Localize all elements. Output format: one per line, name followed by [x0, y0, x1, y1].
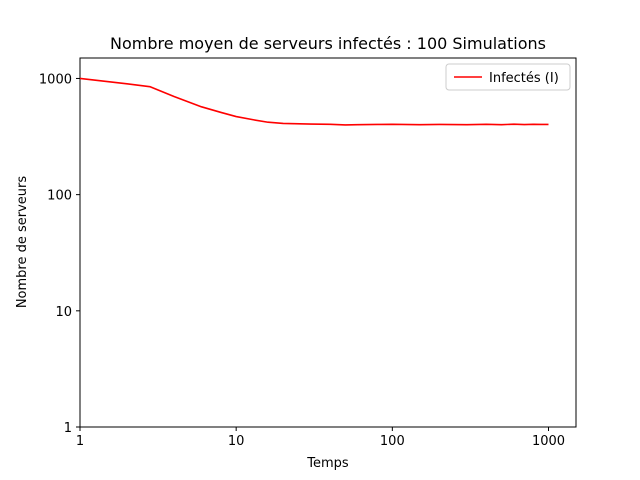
y-axis-label: Nombre de serveurs — [15, 176, 30, 309]
x-tick-label: 1000 — [532, 434, 565, 449]
plot-frame — [79, 57, 577, 428]
y-axis-ticks: 1 10 100 1000 — [39, 72, 80, 436]
x-tick-label: 1 — [76, 434, 84, 449]
x-axis-ticks: 1 10 100 1000 — [76, 427, 565, 449]
legend-label: Infectés (I) — [489, 71, 559, 86]
legend-box — [445, 63, 571, 91]
y-tick-label: 10 — [55, 305, 72, 320]
series-layer — [79, 77, 549, 126]
x-tick-label: 100 — [380, 434, 405, 449]
y-tick-label: 1 — [64, 421, 72, 436]
series-line-infectes — [79, 77, 549, 126]
x-tick-label: 10 — [228, 434, 245, 449]
y-tick-label: 1000 — [39, 72, 72, 87]
legend: Infectés (I) — [445, 63, 571, 91]
plot-area: 1 10 100 1000 1 10 100 1000 — [39, 57, 577, 449]
x-axis-label: Temps — [306, 456, 349, 471]
y-tick-label: 100 — [47, 189, 72, 204]
chart-title: Nombre moyen de serveurs infectés : 100 … — [110, 34, 546, 53]
